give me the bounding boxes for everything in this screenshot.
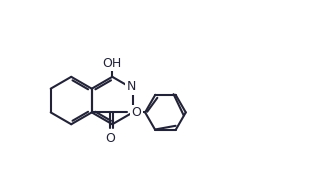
Text: OH: OH: [103, 57, 122, 70]
Text: O: O: [132, 106, 141, 119]
Text: N: N: [127, 81, 136, 93]
Text: O: O: [106, 132, 115, 145]
